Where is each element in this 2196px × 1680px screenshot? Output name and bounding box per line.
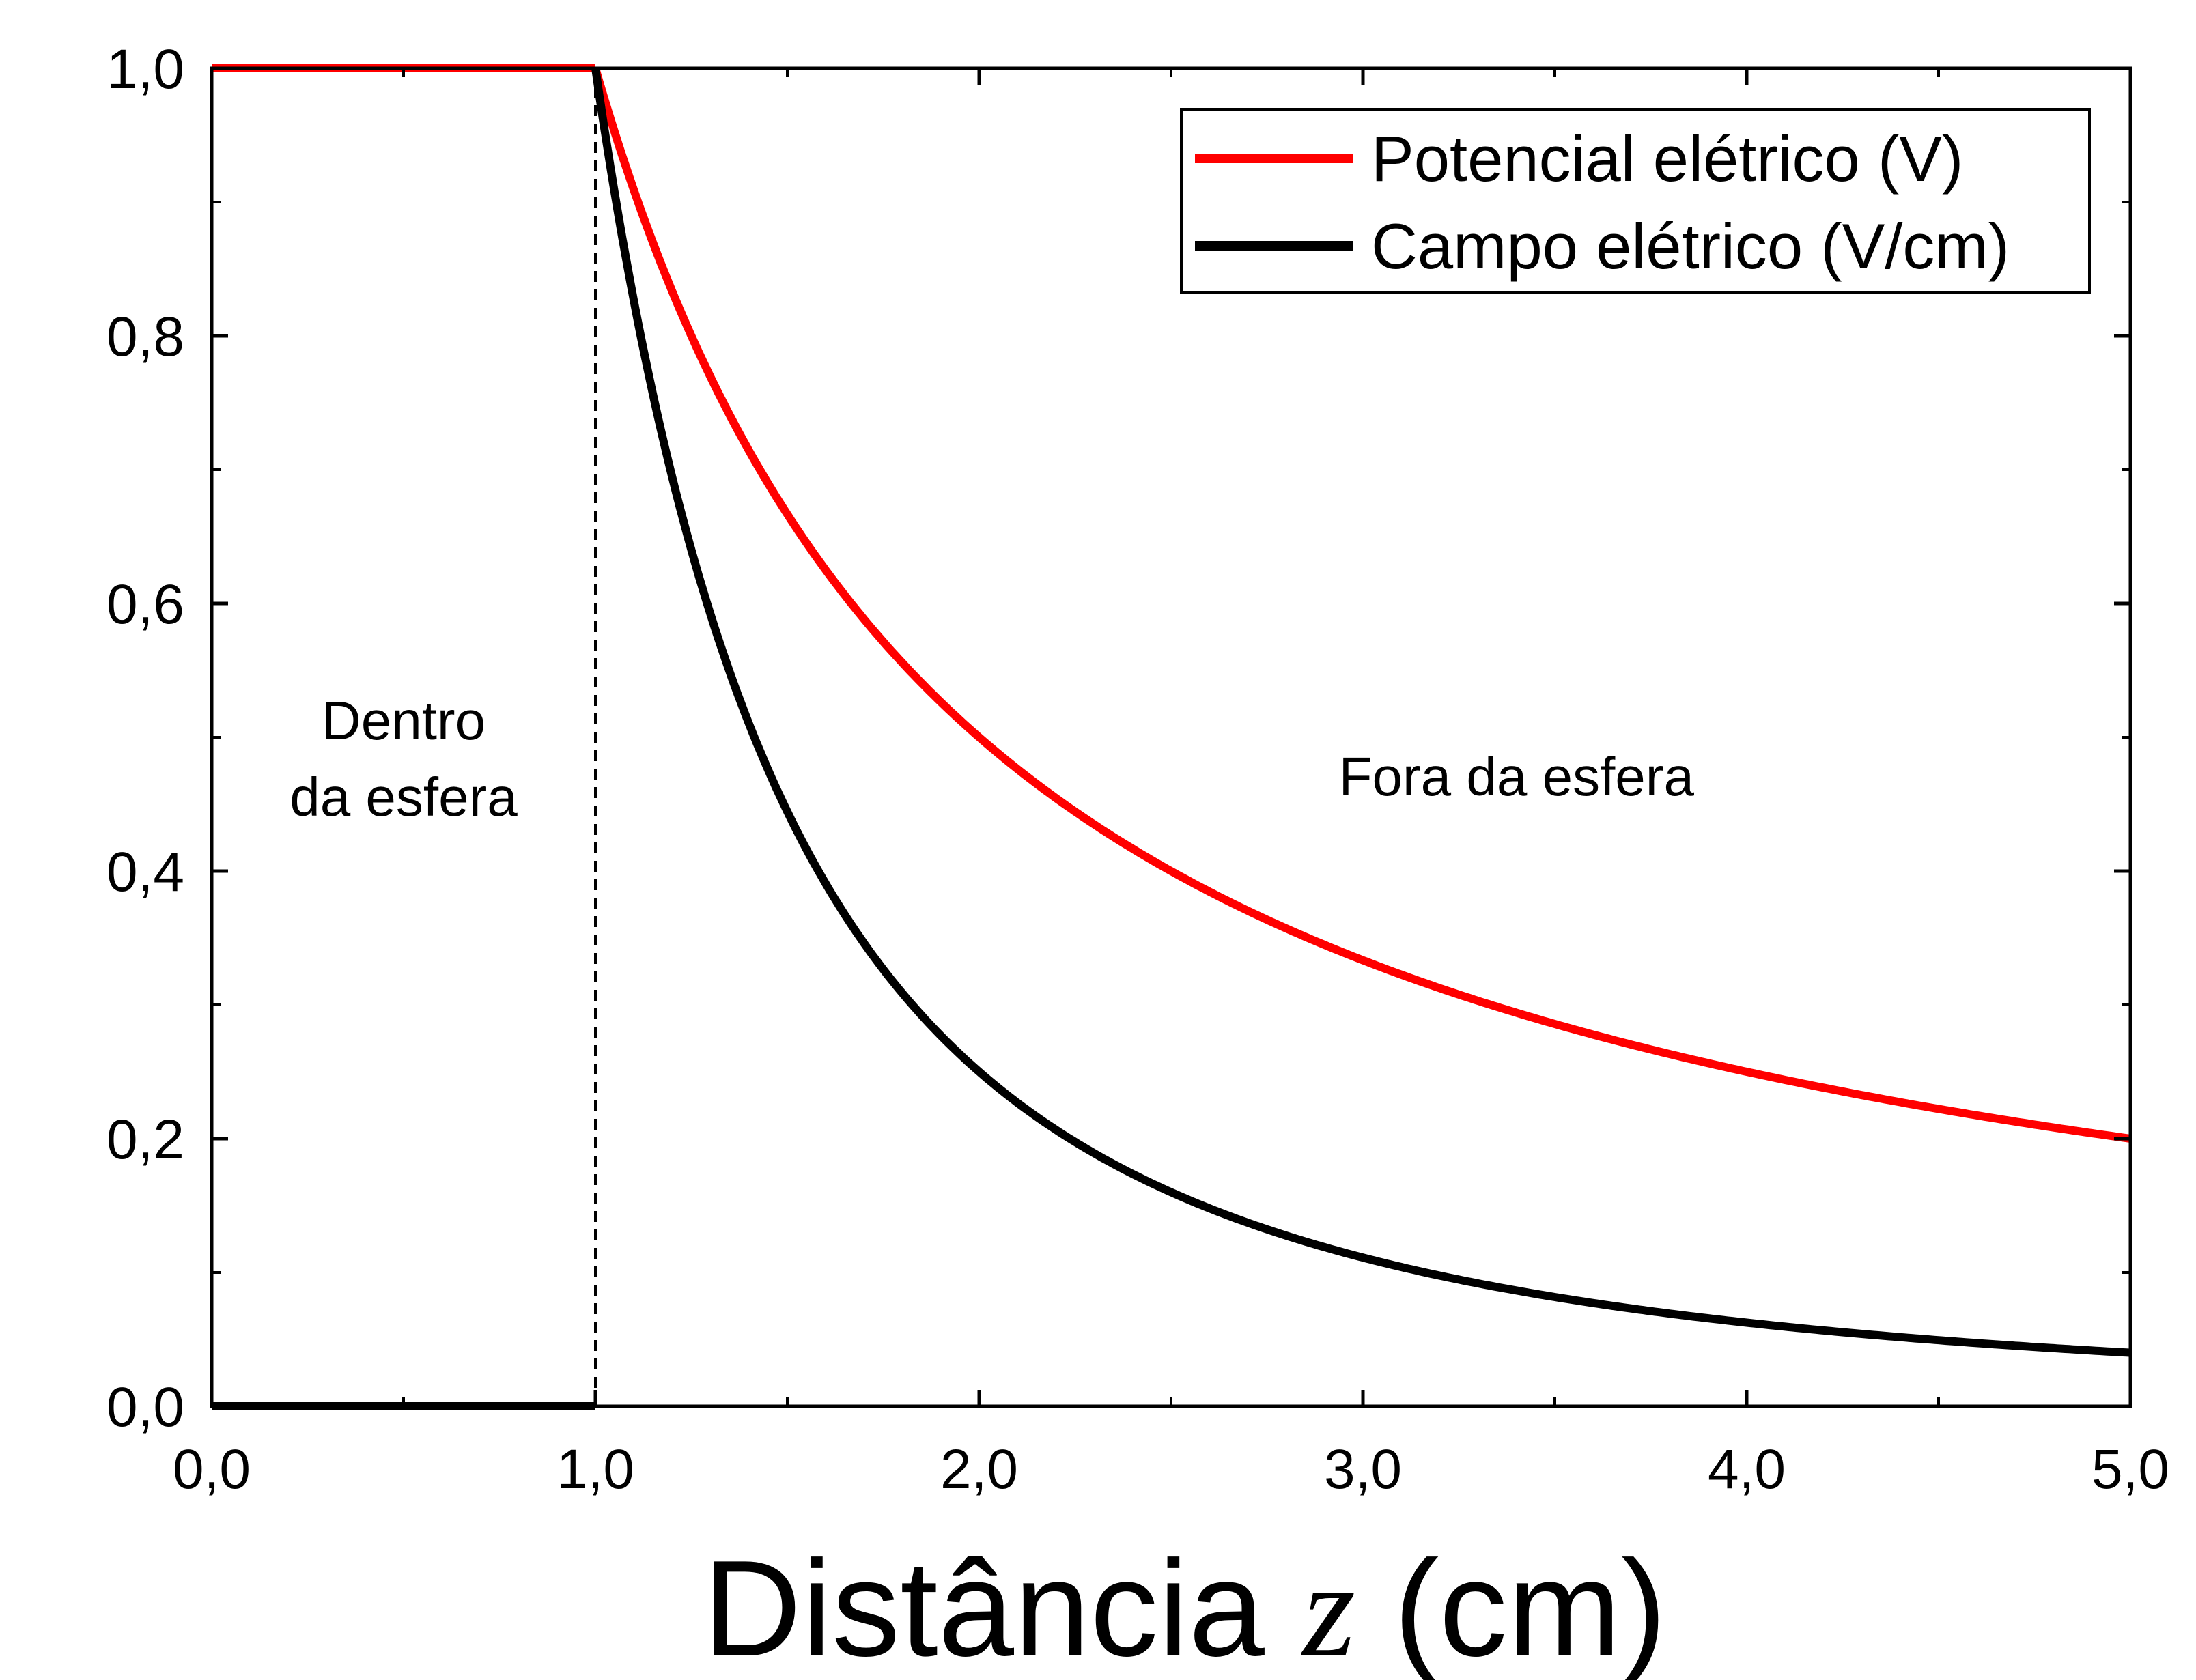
x-axis-title: Distância z (cm)	[703, 1533, 1666, 1680]
y-tick-label: 0,8	[107, 306, 184, 368]
annotation-outside: Fora da esfera	[1339, 746, 1695, 807]
legend-label: Potencial elétrico (V)	[1371, 123, 1963, 195]
x-tick-label: 1,0	[557, 1438, 634, 1500]
legend-label: Campo elétrico (V/cm)	[1371, 210, 2010, 282]
x-tick-label: 3,0	[1324, 1438, 1402, 1500]
series-1-outside-line	[591, 68, 2131, 1357]
annotation-inside: Dentro da esfera	[290, 690, 518, 827]
y-tick-label: 0,6	[107, 573, 184, 636]
legend: Potencial elétrico (V) Campo elétrico (V/…	[1180, 108, 2091, 294]
y-tick-label: 0,2	[107, 1109, 184, 1171]
y-tick-label: 0,4	[107, 841, 184, 903]
legend-box	[1180, 108, 2091, 294]
annotation-line: Dentro	[322, 690, 485, 751]
x-tick-label: 5,0	[2092, 1438, 2169, 1500]
x-tick-label: 0,0	[173, 1438, 251, 1500]
annotation-line: da esfera	[290, 767, 518, 827]
y-tick-label: 0,0	[107, 1376, 184, 1438]
y-tick-label: 1,0	[107, 38, 184, 100]
x-tick-label: 4,0	[1708, 1438, 1786, 1500]
x-tick-label: 2,0	[940, 1438, 1018, 1500]
x-axis-title-variable: z	[1300, 1535, 1355, 1680]
annotation-line: Fora da esfera	[1339, 746, 1695, 807]
axes-layer: 0,0 1,0 2,0 3,0 4,0 5,0 0,0 0,2 0,4 0,6 0,8 1,0	[107, 38, 2169, 1500]
series-0-outside-line	[591, 67, 2131, 1143]
x-axis-title-prefix: Distância	[703, 1533, 1302, 1680]
x-axis-title-suffix: (cm)	[1355, 1533, 1666, 1680]
annotation-layer: Dentro da esfera Fora da esfera	[290, 690, 1694, 827]
